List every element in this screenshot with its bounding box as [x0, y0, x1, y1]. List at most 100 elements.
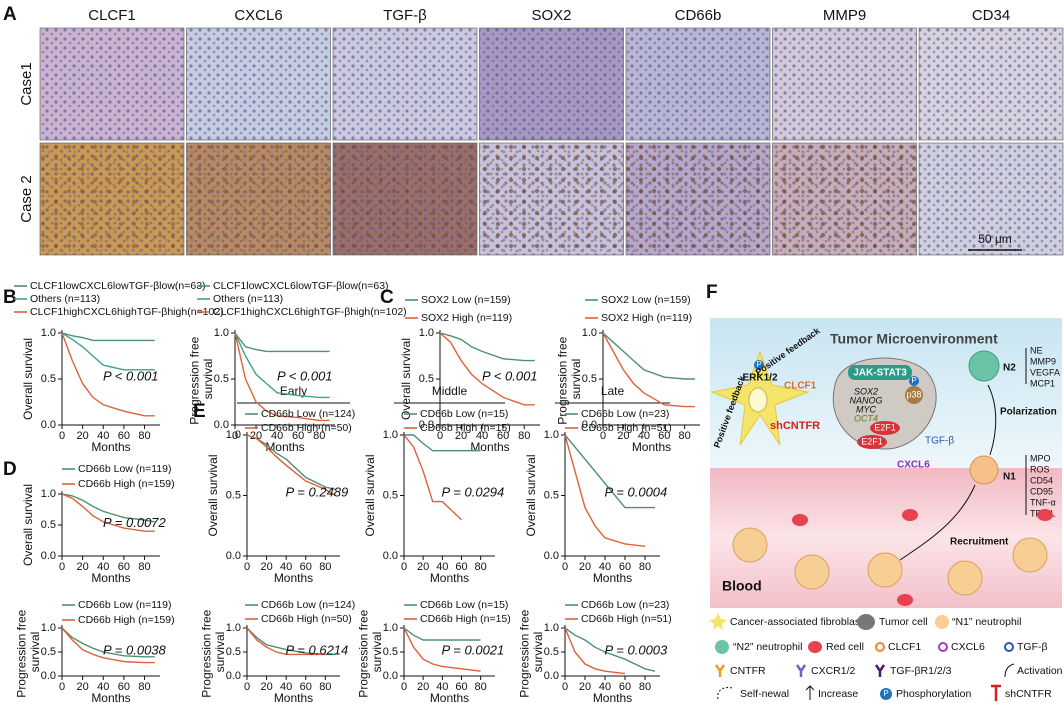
column-header: CD34 [972, 7, 1010, 24]
y-tick-label: 0.5 [41, 519, 56, 531]
x-tick-label: 60 [292, 430, 304, 442]
survival-curve [564, 434, 646, 547]
x-tick-label: 20 [260, 561, 272, 573]
x-tick-label: 40 [97, 430, 109, 442]
neutrophil [947, 560, 983, 596]
x-tick-label: 40 [599, 681, 611, 693]
legend-text: CD66b Low (n=15) [420, 408, 508, 420]
phospho: P [883, 689, 888, 698]
n1-marker: CD95 [1030, 486, 1053, 496]
x-axis-label: Months [274, 571, 313, 585]
x-tick-label: 40 [97, 561, 109, 573]
legend-text: CD66b High (n=51) [581, 613, 672, 625]
p-value: P < 0.001 [482, 369, 538, 384]
x-tick-label: 60 [118, 430, 130, 442]
column-header: MMP9 [823, 7, 866, 24]
p-value: P = 0.0003 [605, 642, 669, 657]
x-tick-label: 20 [417, 681, 429, 693]
erk: ERK1/2 [742, 373, 777, 384]
x-tick-label: 20 [77, 430, 89, 442]
x-tick-label: 40 [280, 561, 292, 573]
x-tick-label: 20 [260, 681, 272, 693]
jak-stat3-box [848, 365, 912, 380]
survival-curve [61, 332, 155, 371]
y-tick-label: 0.5 [383, 646, 398, 658]
x-tick-label: 60 [455, 681, 467, 693]
y-tick-label: 0.5 [419, 373, 434, 385]
micrograph-texture [479, 28, 624, 140]
y-tick-label: 0.0 [226, 670, 241, 682]
micrograph-texture [333, 28, 477, 140]
survival-curve [439, 332, 535, 362]
legend-text: CD66b Low (n=124) [261, 599, 355, 611]
legend-text: TGF-β [1017, 641, 1048, 653]
legend-text: CD66b High (n=159) [78, 614, 175, 626]
y-tick-label: 1.0 [41, 488, 56, 500]
legend-icon [795, 664, 807, 677]
p-value: P < 0.001 [103, 369, 159, 384]
y-tick-label: 0.0 [226, 550, 241, 562]
x-tick-label: 80 [639, 681, 651, 693]
legend-text: CD66b High (n=15) [420, 422, 511, 434]
x-tick-label: 40 [638, 430, 650, 442]
x-tick-label: 20 [579, 561, 591, 573]
e2f1-icon [870, 421, 900, 435]
y-tick-label: 1.0 [383, 429, 398, 441]
x-tick-label: 20 [417, 561, 429, 573]
x-tick-label: 80 [138, 681, 150, 693]
x-tick-label: 40 [436, 681, 448, 693]
legend-text: CLCF1highCXCL6highTGF-βhigh(n=102) [30, 306, 224, 318]
legend-text: CLCF1lowCXCL6lowTGF-βlow(n=63) [213, 280, 389, 292]
legend-text: Increase [818, 688, 858, 700]
x-tick-label: 20 [455, 430, 467, 442]
recruitment-arrow [899, 484, 976, 561]
column-header: SOX2 [531, 7, 571, 24]
survival-curve [439, 332, 535, 406]
y-axis-label: Overall survival [206, 454, 220, 536]
x-tick-label: 80 [319, 561, 331, 573]
clcf1-label: CLCF1 [784, 381, 817, 392]
legend-text: CLCF1lowCXCL6lowTGF-βlow(n=63) [30, 280, 206, 292]
polarization: Polarization [1000, 407, 1057, 418]
y-tick-label: 1.0 [383, 622, 398, 634]
legend-text: SOX2 Low (n=159) [601, 294, 691, 306]
legend-icon [875, 642, 885, 652]
x-tick-label: 60 [619, 561, 631, 573]
x-tick-label: 0 [244, 681, 250, 693]
legend-text: CD66b Low (n=119) [78, 463, 172, 475]
x-tick-label: 0 [600, 430, 606, 442]
legend-text: CD66b High (n=51) [581, 422, 672, 434]
micrograph-stain [479, 143, 624, 255]
y-tick-label: 0.0 [41, 419, 56, 431]
legend-icon [1004, 663, 1015, 678]
survival-curve [234, 332, 330, 399]
panel-label: A [3, 4, 17, 25]
n2-marker: VEGFA [1030, 367, 1060, 377]
legend-text: CLCF1 [888, 641, 921, 653]
p-value: P = 0.2489 [286, 485, 349, 500]
x-tick-label: 80 [475, 561, 487, 573]
x-tick-label: 60 [300, 561, 312, 573]
x-tick-label: 0 [437, 430, 443, 442]
legend-text: Red cell [826, 641, 864, 653]
y-axis-label: Progression free survival [200, 606, 228, 697]
legend-text: CD66b High (n=50) [261, 422, 352, 434]
x-axis-label: Months [430, 571, 469, 585]
column-header: CXCL6 [234, 7, 282, 24]
y-tick-label: 0.0 [383, 550, 398, 562]
x-tick-label: 80 [679, 430, 691, 442]
x-axis-label: Months [91, 691, 130, 703]
x-tick-label: 40 [97, 681, 109, 693]
x-tick-label: 0 [244, 561, 250, 573]
y-tick-label: 0.5 [544, 646, 559, 658]
neutrophil [1012, 537, 1048, 573]
survival-curve [403, 627, 481, 641]
survival-curve [403, 434, 462, 521]
x-tick-label: 60 [455, 561, 467, 573]
x-tick-label: 80 [518, 430, 530, 442]
x-tick-label: 20 [77, 681, 89, 693]
x-axis-label: Months [91, 571, 130, 585]
y-tick-label: 1.0 [214, 327, 229, 339]
n2-marker: NE [1030, 345, 1043, 355]
y-tick-label: 0.0 [419, 419, 434, 431]
